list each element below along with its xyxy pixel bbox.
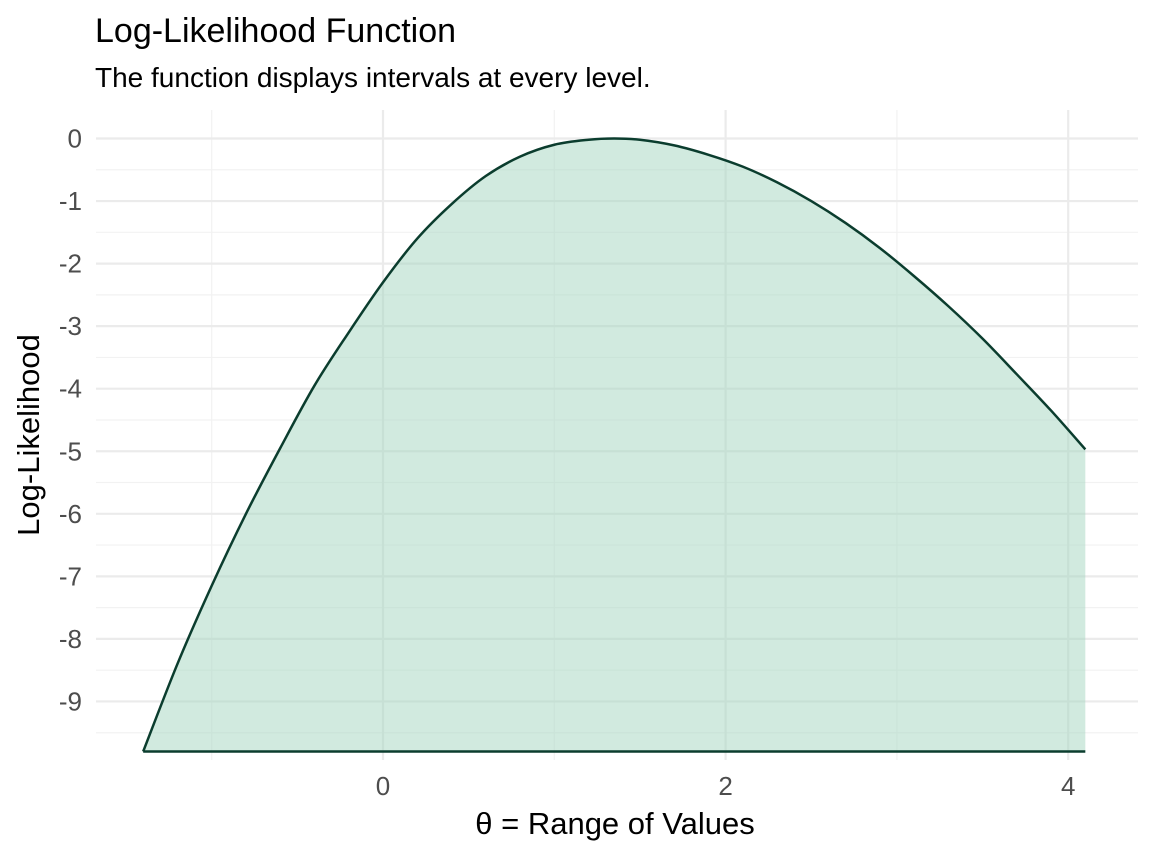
likelihood-curve: [142, 137, 1087, 752]
y-tick-label: -2: [59, 249, 82, 279]
y-tick-label: -1: [59, 186, 82, 216]
y-tick-label: -5: [59, 436, 82, 466]
x-tick-label: 4: [1061, 771, 1075, 801]
y-tick-label: 0: [68, 124, 82, 154]
x-tick-label: 0: [376, 771, 390, 801]
y-tick-label: -7: [59, 561, 82, 591]
y-tick-label: -6: [59, 499, 82, 529]
likelihood-area: [143, 138, 1086, 752]
x-tick-label: 2: [718, 771, 732, 801]
chart-title: Log-Likelihood Function: [95, 12, 456, 50]
y-tick-label: -4: [59, 374, 82, 404]
y-tick-label: -9: [59, 686, 82, 716]
chart-subtitle: The function displays intervals at every…: [95, 62, 651, 93]
x-axis-ticks: 0 2 4: [376, 771, 1076, 801]
y-axis-ticks: 0 -1 -2 -3 -4 -5 -6 -7 -8 -9: [59, 124, 82, 717]
y-tick-label: -3: [59, 311, 82, 341]
x-axis-title: θ = Range of Values: [475, 806, 754, 841]
y-axis-title: Log-Likelihood: [11, 334, 46, 536]
y-tick-label: -8: [59, 624, 82, 654]
